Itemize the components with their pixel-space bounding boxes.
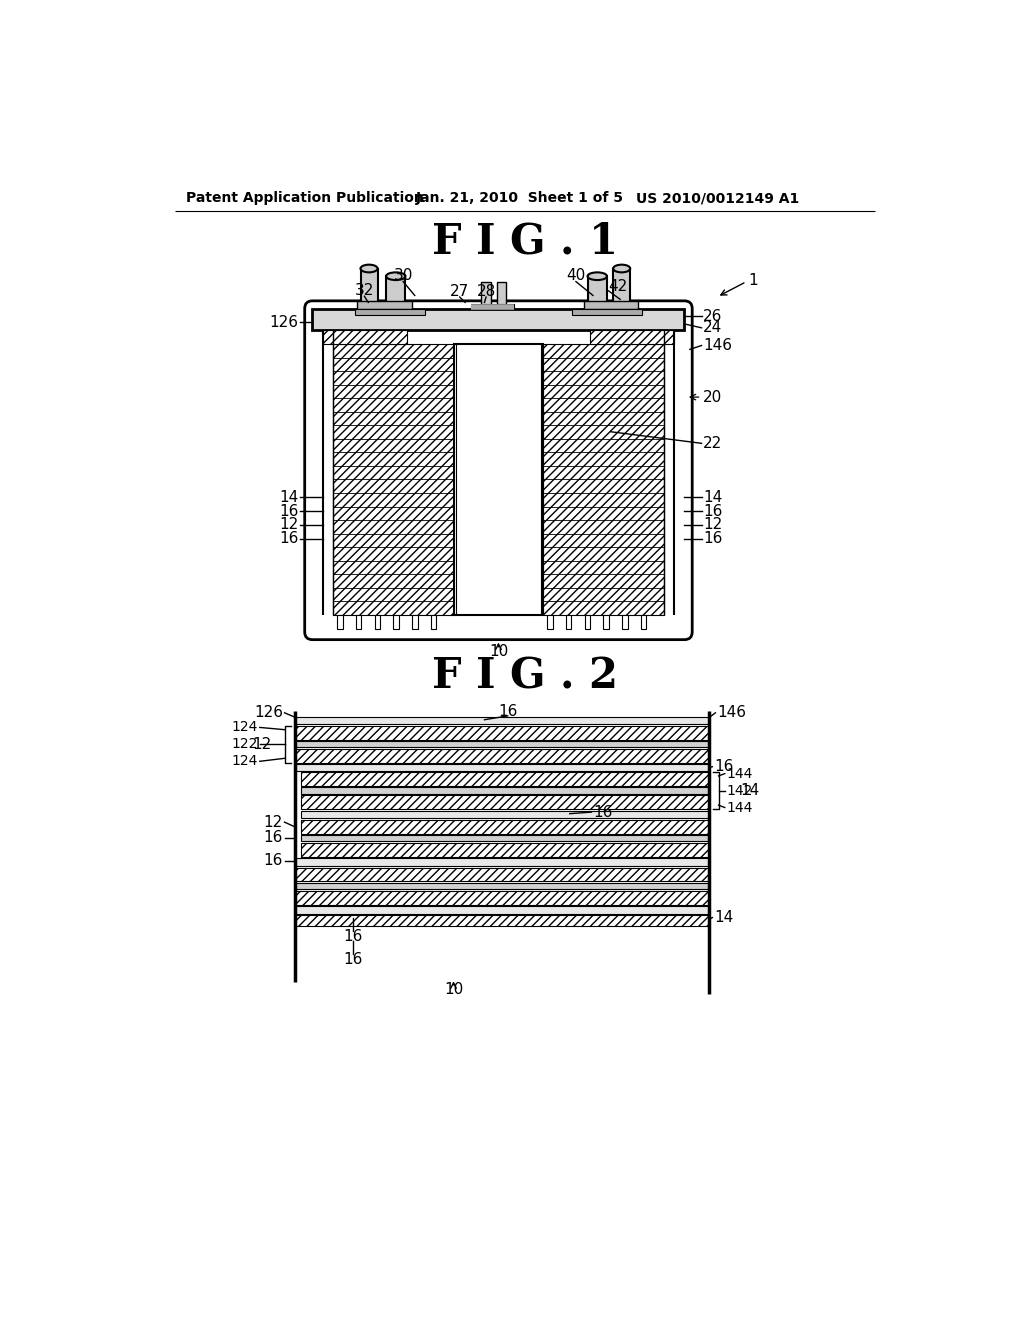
Bar [295, 726, 710, 739]
Text: US 2010/0012149 A1: US 2010/0012149 A1 [636, 191, 799, 206]
Bar [360, 268, 378, 309]
FancyBboxPatch shape [305, 301, 692, 640]
Bar [588, 276, 607, 309]
Text: 124: 124 [231, 721, 258, 734]
Bar [481, 281, 490, 309]
Text: 14: 14 [714, 909, 733, 925]
Text: 144: 144 [726, 800, 753, 814]
Text: 16: 16 [703, 503, 722, 519]
Bar [301, 788, 710, 793]
Text: Jan. 21, 2010  Sheet 1 of 5: Jan. 21, 2010 Sheet 1 of 5 [417, 191, 625, 206]
Text: 124: 124 [231, 754, 258, 768]
Bar [295, 717, 710, 725]
Bar [301, 810, 710, 818]
Text: 142: 142 [726, 784, 753, 797]
Text: 12: 12 [280, 517, 299, 532]
Bar [623, 615, 628, 628]
Bar [613, 268, 630, 309]
Text: Patent Application Publication: Patent Application Publication [186, 191, 424, 206]
Bar [301, 795, 710, 809]
Text: 126: 126 [269, 315, 299, 330]
Bar [603, 615, 609, 628]
Bar [295, 742, 710, 747]
Text: 146: 146 [703, 338, 732, 352]
Bar [572, 309, 642, 314]
Ellipse shape [613, 264, 630, 272]
Text: 16: 16 [703, 531, 722, 546]
Bar [386, 276, 406, 309]
Bar [393, 615, 399, 628]
Text: 16: 16 [343, 928, 362, 944]
Text: 16: 16 [714, 759, 733, 775]
Bar [585, 615, 590, 628]
Bar [295, 867, 710, 882]
Text: 12: 12 [264, 814, 283, 830]
Bar [334, 345, 454, 615]
Text: 12: 12 [252, 737, 271, 752]
Text: F I G . 1: F I G . 1 [432, 220, 617, 263]
Bar [413, 615, 418, 628]
Text: 24: 24 [703, 321, 722, 335]
Text: 10: 10 [443, 982, 463, 998]
Ellipse shape [588, 272, 607, 280]
Text: 126: 126 [254, 705, 283, 721]
Bar [431, 615, 436, 628]
Bar [295, 748, 710, 763]
Text: 20: 20 [703, 389, 722, 405]
Bar [324, 330, 407, 345]
Bar [454, 345, 544, 615]
Bar [312, 309, 684, 330]
Bar [547, 615, 553, 628]
Bar [301, 843, 710, 857]
Bar [295, 858, 710, 866]
Text: 146: 146 [717, 705, 746, 721]
Bar [584, 301, 638, 309]
Bar [357, 301, 412, 309]
Text: 16: 16 [280, 503, 299, 519]
Text: 32: 32 [354, 284, 374, 298]
Text: 144: 144 [726, 767, 753, 780]
Text: 30: 30 [393, 268, 413, 282]
Bar [471, 304, 514, 309]
Bar [301, 820, 710, 834]
Bar [544, 345, 664, 615]
Text: 14: 14 [740, 783, 760, 799]
Text: 16: 16 [263, 853, 283, 869]
Text: 28: 28 [476, 284, 496, 300]
Bar [375, 615, 380, 628]
Text: 42: 42 [608, 279, 628, 294]
Text: 14: 14 [280, 490, 299, 504]
Text: 40: 40 [566, 268, 586, 282]
Bar [355, 309, 425, 314]
Text: 26: 26 [703, 309, 722, 323]
Bar [295, 883, 710, 890]
Text: 22: 22 [703, 436, 722, 451]
Text: 16: 16 [343, 952, 362, 966]
Text: 14: 14 [703, 490, 722, 504]
Bar [497, 281, 506, 309]
Bar [337, 615, 343, 628]
Text: 16: 16 [280, 531, 299, 546]
Text: 16: 16 [593, 805, 612, 820]
Bar [295, 764, 710, 771]
Bar [566, 615, 571, 628]
Text: F I G . 2: F I G . 2 [432, 656, 617, 697]
Text: 10: 10 [488, 644, 508, 659]
Text: 16: 16 [263, 830, 283, 845]
Bar [301, 772, 710, 785]
Bar [301, 836, 710, 841]
Text: 1: 1 [748, 272, 758, 288]
Bar [295, 915, 710, 927]
Text: 12: 12 [703, 517, 722, 532]
Bar [590, 330, 674, 345]
Bar [295, 891, 710, 904]
Ellipse shape [360, 264, 378, 272]
Text: 27: 27 [451, 284, 469, 300]
Text: 16: 16 [498, 704, 517, 719]
Bar [356, 615, 361, 628]
Bar [295, 906, 710, 913]
Ellipse shape [386, 272, 406, 280]
Bar [641, 615, 646, 628]
Text: 122: 122 [231, 738, 258, 751]
